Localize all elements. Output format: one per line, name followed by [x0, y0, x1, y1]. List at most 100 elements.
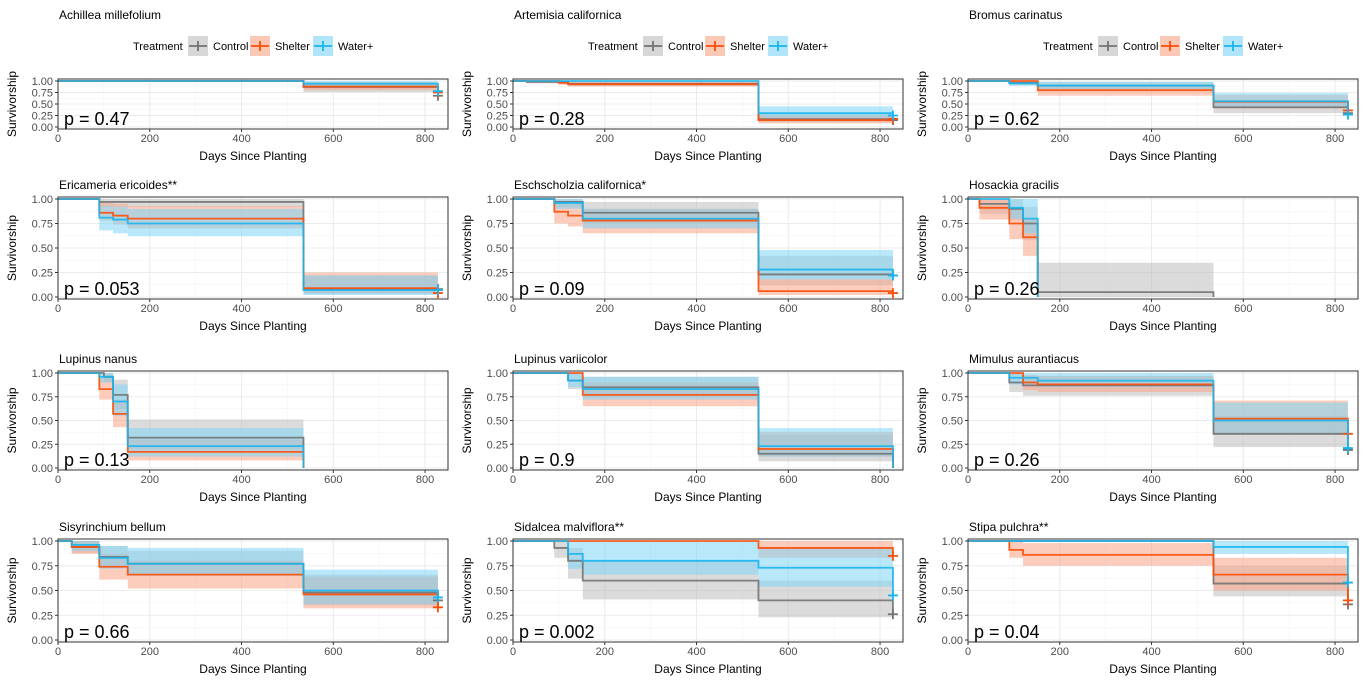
panel-8: 0.00 0.25 0.50 0.75 1.00 0 200 400 600 800 Days Si… — [460, 352, 904, 504]
x-axis-title: Days Since Planting — [199, 319, 306, 333]
x-tick-label: 600 — [324, 474, 342, 486]
survival-line-shelter — [58, 372, 305, 468]
y-axis-title: Survivorship — [5, 557, 19, 623]
panel-title: Hosackia gracilis — [969, 178, 1059, 192]
y-tick-label: 0.75 — [942, 392, 963, 404]
legend-line-control — [1099, 41, 1117, 51]
p-value-label: p = 0.62 — [974, 109, 1040, 129]
legend: Treatment Control Shelter Water+ — [1043, 36, 1283, 56]
ci-band-water — [127, 208, 304, 237]
x-axis-title: Days Since Planting — [199, 490, 306, 504]
ci-band-water — [303, 569, 438, 605]
censor-mark-water — [1342, 577, 1353, 588]
panel-title: Achillea millefolium — [59, 8, 161, 22]
p-value-label: p = 0.28 — [519, 109, 585, 129]
y-axis-title: Survivorship — [5, 387, 19, 453]
x-tick-label: 800 — [1326, 133, 1344, 145]
panel-10: 0.00 0.25 0.50 0.75 1.00 0 200 400 600 800 Days Si… — [5, 520, 449, 676]
y-tick-label: 1.00 — [487, 194, 508, 206]
y-axis-title: Survivorship — [915, 557, 929, 623]
survival-line-water — [58, 198, 438, 292]
x-tick-label: 0 — [55, 646, 61, 658]
censor-mark-shelter — [1342, 595, 1353, 606]
y-tick-label: 0.75 — [942, 561, 963, 573]
legend-label-shelter: Shelter — [275, 41, 310, 53]
y-tick-label: 0.00 — [487, 463, 508, 475]
x-tick-label: 400 — [687, 474, 705, 486]
y-tick-label: 0.50 — [487, 586, 508, 598]
x-tick-label: 600 — [324, 303, 342, 315]
y-tick-label: 0.75 — [487, 219, 508, 231]
y-tick-label: 0.00 — [487, 635, 508, 647]
p-value-label: p = 0.66 — [64, 622, 130, 642]
x-tick-label: 0 — [965, 303, 971, 315]
censor-mark-water — [887, 270, 898, 281]
legend-line-shelter — [1161, 41, 1179, 51]
ci-band-control — [758, 580, 893, 618]
p-value-label: p = 0.47 — [64, 109, 130, 129]
y-tick-label: 0.25 — [487, 439, 508, 451]
x-axis-title: Days Since Planting — [654, 149, 761, 163]
legend-line-water — [314, 41, 332, 51]
y-tick-label: 0.75 — [487, 561, 508, 573]
x-tick-label: 200 — [141, 133, 159, 145]
x-tick-label: 400 — [687, 133, 705, 145]
legend-label-control: Control — [1123, 41, 1158, 53]
panel-11: 0.00 0.25 0.50 0.75 1.00 0 200 400 600 800 Days Si… — [460, 520, 904, 676]
y-tick-label: 0.00 — [942, 463, 963, 475]
censor-mark-water — [432, 285, 443, 296]
ci-band-water — [582, 541, 759, 575]
y-tick-label: 0.25 — [487, 610, 508, 622]
x-tick-label: 400 — [1142, 646, 1160, 658]
ci-band-water — [303, 275, 438, 296]
survival-line-water — [968, 540, 1349, 583]
y-tick-label: 0.00 — [32, 122, 53, 134]
ci-band-control — [554, 541, 569, 558]
x-tick-label: 0 — [55, 474, 61, 486]
ci-band-water — [1213, 92, 1348, 108]
legend: Treatment Control Shelter Water+ — [588, 36, 828, 56]
censor-mark-shelter — [887, 550, 898, 561]
panel-6: 0.00 0.25 0.50 0.75 1.00 0 200 400 600 800 Days Si… — [915, 178, 1359, 333]
panel-title: Stipa pulchra** — [969, 520, 1049, 534]
x-tick-label: 200 — [1051, 474, 1069, 486]
x-tick-label: 400 — [232, 646, 250, 658]
ci-band-water — [71, 541, 100, 551]
y-tick-label: 0.25 — [32, 610, 53, 622]
x-tick-label: 600 — [779, 133, 797, 145]
x-axis-title: Days Since Planting — [654, 319, 761, 333]
legend-title: Treatment — [1043, 41, 1093, 53]
x-tick-label: 600 — [1234, 474, 1252, 486]
y-tick-label: 1.00 — [32, 368, 53, 380]
x-axis-title: Days Since Planting — [654, 490, 761, 504]
survival-line-water — [513, 198, 894, 276]
x-tick-label: 400 — [1142, 133, 1160, 145]
p-value-label: p = 0.09 — [519, 279, 585, 299]
x-tick-label: 600 — [1234, 646, 1252, 658]
survival-line-water — [968, 80, 1349, 115]
x-tick-label: 800 — [871, 646, 889, 658]
x-tick-label: 800 — [416, 303, 434, 315]
x-tick-label: 800 — [871, 133, 889, 145]
y-tick-label: 0.75 — [942, 219, 963, 231]
censor-mark-water — [432, 86, 443, 97]
x-tick-label: 200 — [596, 474, 614, 486]
y-tick-label: 0.25 — [942, 610, 963, 622]
survival-line-shelter — [968, 372, 1349, 434]
x-axis-title: Days Since Planting — [1109, 319, 1216, 333]
x-tick-label: 0 — [965, 474, 971, 486]
y-tick-label: 0.25 — [942, 268, 963, 280]
y-tick-label: 0.75 — [487, 392, 508, 404]
x-tick-label: 800 — [1326, 303, 1344, 315]
y-tick-label: 0.75 — [32, 392, 53, 404]
x-tick-label: 200 — [1051, 303, 1069, 315]
x-tick-label: 200 — [141, 646, 159, 658]
y-tick-label: 0.50 — [32, 243, 53, 255]
legend-title: Treatment — [133, 41, 183, 53]
y-tick-label: 0.25 — [487, 111, 508, 123]
panel-title: Sidalcea malviflora** — [514, 520, 624, 534]
x-tick-label: 0 — [510, 303, 516, 315]
panel-title: Mimulus aurantiacus — [969, 352, 1079, 366]
x-tick-label: 600 — [324, 646, 342, 658]
ci-band-water — [758, 106, 893, 118]
